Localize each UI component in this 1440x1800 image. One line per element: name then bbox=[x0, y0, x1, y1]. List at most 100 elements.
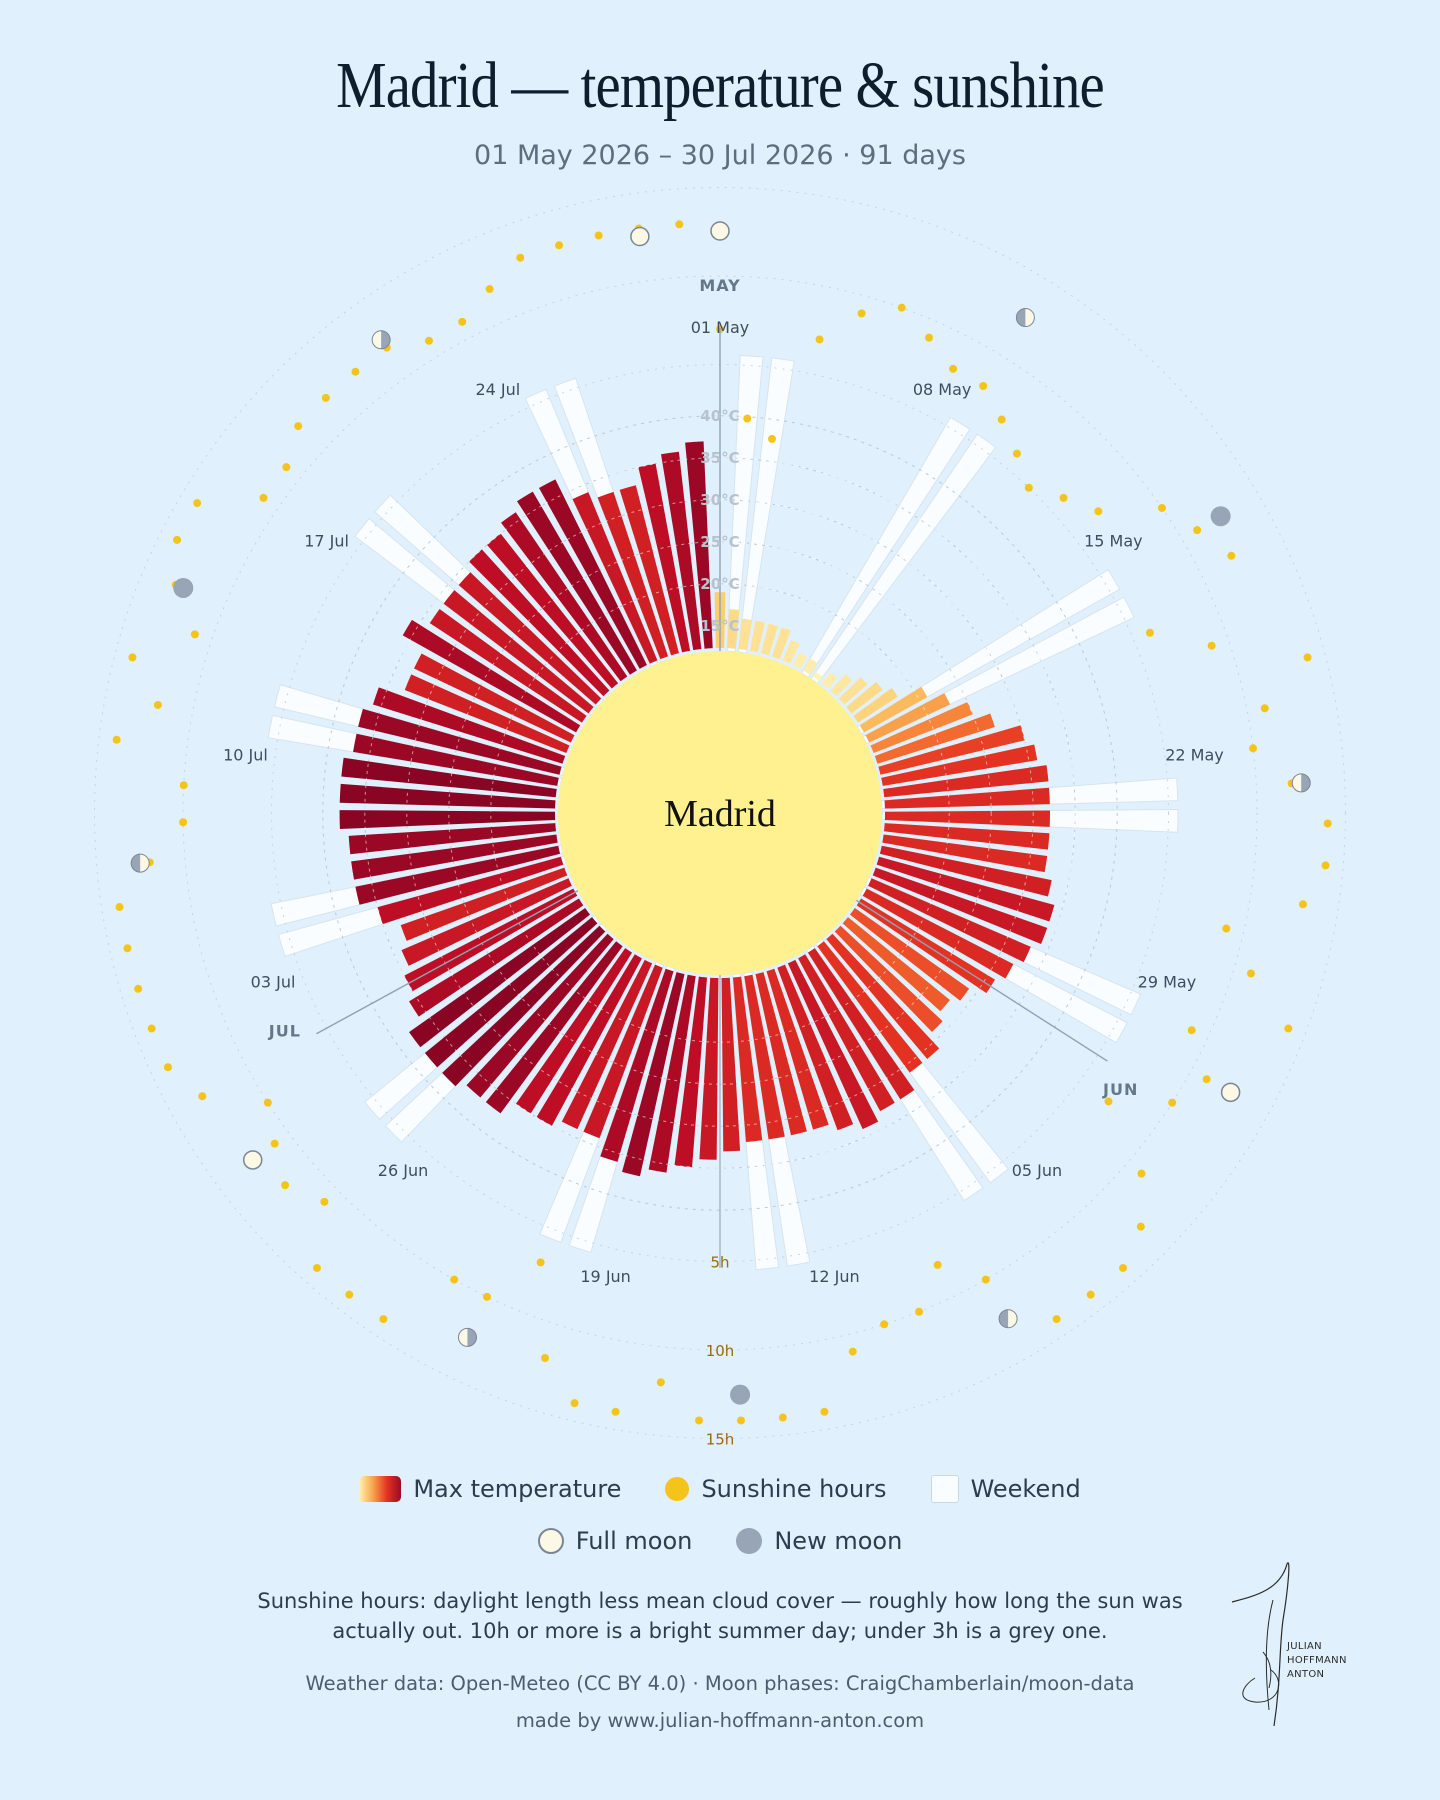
sunshine-dot bbox=[179, 818, 188, 827]
sunshine-dot bbox=[282, 463, 291, 472]
temperature-bar bbox=[501, 512, 628, 682]
temperature-tick-label: 15°C bbox=[700, 617, 739, 635]
sunshine-dot bbox=[979, 381, 988, 390]
sunshine-dot bbox=[1136, 1222, 1145, 1231]
legend-new-moon: New moon bbox=[736, 1527, 902, 1555]
sunshine-dot bbox=[1119, 1263, 1128, 1272]
date-label: 08 May bbox=[913, 380, 972, 399]
date-label: 29 May bbox=[1138, 973, 1197, 992]
legend-full-moon: Full moon bbox=[537, 1527, 692, 1555]
signature-line-2: HOFFMANN bbox=[1287, 1655, 1347, 1666]
temperature-bar bbox=[638, 463, 691, 653]
sunshine-dot bbox=[281, 1181, 290, 1190]
temperature-bar bbox=[803, 658, 818, 675]
temperature-bar bbox=[674, 976, 708, 1168]
temperature-bar bbox=[414, 653, 575, 743]
moon-lit-side bbox=[1025, 308, 1035, 327]
temperature-tick-label: 20°C bbox=[700, 575, 739, 593]
moon-outline bbox=[130, 853, 150, 873]
last-quarter-moon-icon bbox=[371, 330, 391, 350]
temperature-bar bbox=[572, 492, 658, 664]
sunshine-dot bbox=[123, 944, 132, 953]
signature-line-3: ANTON bbox=[1287, 1669, 1325, 1680]
temperature-bar bbox=[401, 878, 572, 966]
sunshine-dot bbox=[897, 303, 906, 312]
sunshine-dot bbox=[485, 285, 494, 294]
new-moon-icon bbox=[736, 1528, 763, 1554]
sunshine-dot bbox=[815, 335, 824, 344]
temperature-bar bbox=[868, 878, 1031, 963]
sunshine-dot bbox=[115, 903, 124, 912]
temperature-bar bbox=[358, 708, 562, 775]
full-moon-icon bbox=[537, 1528, 564, 1554]
date-label: 01 May bbox=[691, 318, 750, 337]
sunshine-dot bbox=[1094, 507, 1103, 516]
month-label: JUL bbox=[268, 1022, 301, 1041]
sunshine-dot bbox=[193, 499, 202, 508]
temperature-grid-ring bbox=[322, 415, 1118, 1211]
sunshine-dot bbox=[270, 1139, 279, 1148]
sunshine-dot bbox=[857, 309, 866, 318]
temperature-bar bbox=[798, 954, 895, 1112]
temperature-bar bbox=[766, 968, 829, 1130]
temperature-tick-label: 25°C bbox=[700, 533, 739, 551]
sunshine-tick-label: 10h bbox=[706, 1342, 735, 1360]
sunshine-dot bbox=[1187, 1026, 1196, 1035]
sunshine-dot bbox=[540, 1353, 549, 1362]
temperature-bar bbox=[409, 898, 584, 1017]
sunshine-dot-swatch bbox=[665, 1477, 690, 1501]
month-label: JUN bbox=[1102, 1080, 1138, 1099]
temperature-bar bbox=[424, 917, 598, 1068]
sunshine-dot bbox=[1145, 628, 1154, 637]
temperature-bar bbox=[727, 609, 740, 649]
sunshine-dot bbox=[915, 1307, 924, 1316]
date-label: 03 Jul bbox=[251, 973, 296, 992]
temperature-bar bbox=[353, 733, 559, 786]
sunshine-dot bbox=[147, 1024, 156, 1033]
sunshine-dot bbox=[1249, 744, 1258, 753]
temperature-bar bbox=[883, 765, 1049, 798]
temperature-bar bbox=[458, 572, 602, 705]
sunshine-grid-ring bbox=[182, 275, 1258, 1351]
temperature-bar bbox=[561, 959, 653, 1130]
signature-logo bbox=[1231, 1562, 1290, 1727]
month-axis-line bbox=[316, 890, 579, 1035]
signature-line-1: JULIAN bbox=[1287, 1641, 1322, 1652]
sunshine-dot bbox=[190, 630, 199, 639]
temperature-bar bbox=[600, 968, 674, 1162]
sunshine-dot bbox=[1157, 503, 1166, 512]
month-axis-lines bbox=[316, 328, 1108, 1268]
sunshine-dot bbox=[743, 414, 752, 423]
temperature-bar bbox=[622, 972, 685, 1177]
new-moon-icon bbox=[730, 1384, 751, 1405]
sunshine-dot bbox=[555, 241, 564, 250]
moon-outline bbox=[1015, 308, 1035, 328]
sunshine-dot bbox=[997, 415, 1006, 424]
temperature-bar bbox=[538, 479, 647, 669]
temperature-bar bbox=[821, 672, 838, 689]
sunshine-dot bbox=[767, 434, 776, 443]
sunshine-dot bbox=[949, 364, 958, 373]
sunshine-dot bbox=[1137, 1169, 1146, 1178]
temperature-bar bbox=[878, 725, 1025, 775]
moon-lit-side bbox=[140, 854, 150, 873]
made-by-link[interactable]: made by www.julian-hoffmann-anton.com bbox=[515, 1709, 925, 1732]
temperature-bar bbox=[429, 608, 587, 723]
sunshine-dot bbox=[1323, 819, 1332, 828]
moon-lit-side bbox=[1292, 773, 1302, 792]
temperature-bar bbox=[859, 686, 928, 733]
temperature-bar bbox=[516, 948, 633, 1114]
temperature-bar bbox=[830, 674, 853, 697]
temperature-bar bbox=[870, 701, 973, 754]
date-label: 12 Jun bbox=[809, 1267, 859, 1286]
temperature-bar bbox=[876, 856, 1055, 922]
sunshine-dot bbox=[820, 1407, 829, 1416]
sunshine-dot bbox=[656, 1378, 665, 1387]
temperature-bar bbox=[466, 933, 614, 1098]
sunshine-dot bbox=[259, 493, 268, 502]
sunshine-dot bbox=[778, 1413, 787, 1422]
temperature-bar bbox=[469, 549, 610, 697]
sunshine-dot bbox=[1222, 924, 1231, 933]
sunshine-dot bbox=[134, 984, 143, 993]
temperature-bar bbox=[777, 964, 854, 1131]
